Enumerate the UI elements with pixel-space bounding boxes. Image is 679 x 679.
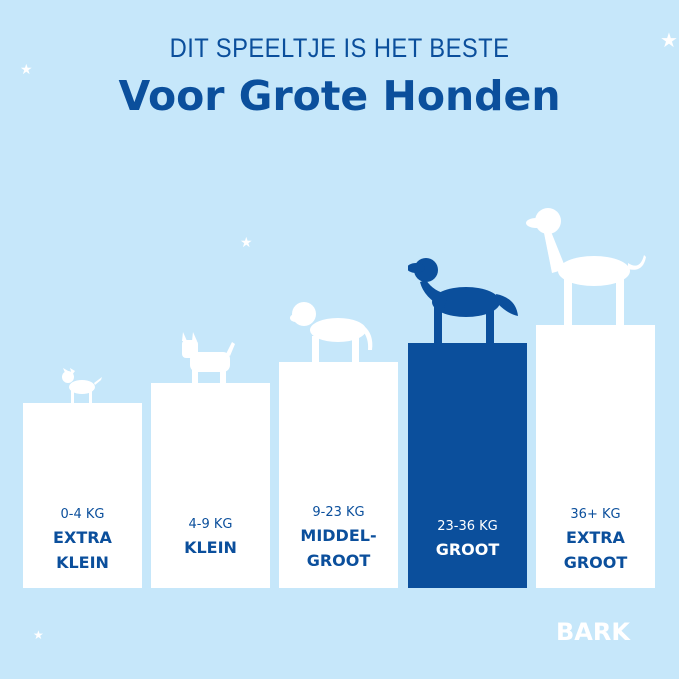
size-label: EXTRA	[566, 528, 625, 547]
size-label: GROOT	[306, 551, 371, 570]
star-icon: ★	[660, 28, 678, 52]
retriever-icon	[408, 258, 518, 344]
size-box-extra-small: 0-4 KG EXTRA KLEIN	[23, 403, 142, 588]
great-dane-icon	[526, 208, 646, 325]
size-label: GROOT	[435, 540, 500, 559]
labrador-puppy-icon	[290, 302, 373, 362]
size-label: GROOT	[563, 553, 628, 572]
bark-logo: BARK	[556, 618, 630, 646]
star-icon: ★	[33, 628, 44, 642]
terrier-icon	[182, 332, 235, 384]
weight-label: 23-36 KG	[437, 519, 498, 534]
weight-label: 4-9 KG	[188, 517, 233, 532]
page-title: Voor Grote Honden	[118, 72, 561, 120]
size-box-large: 23-36 KG GROOT	[408, 343, 527, 588]
weight-label: 0-4 KG	[60, 507, 105, 522]
size-label: MIDDEL-	[300, 526, 377, 545]
size-label: EXTRA	[53, 528, 112, 547]
star-icon: ★	[20, 62, 33, 78]
size-box-small: 4-9 KG KLEIN	[151, 383, 270, 588]
weight-label: 9-23 KG	[312, 505, 365, 520]
chihuahua-icon	[62, 368, 102, 403]
size-label: KLEIN	[184, 538, 237, 557]
subtitle: DIT SPEELTJE IS HET BESTE	[169, 33, 510, 63]
star-icon: ★	[240, 235, 253, 251]
size-label: KLEIN	[56, 553, 109, 572]
weight-label: 36+ KG	[570, 507, 621, 522]
size-box-extra-large: 36+ KG EXTRA GROOT	[536, 325, 655, 588]
size-box-medium-large: 9-23 KG MIDDEL- GROOT	[279, 362, 398, 588]
